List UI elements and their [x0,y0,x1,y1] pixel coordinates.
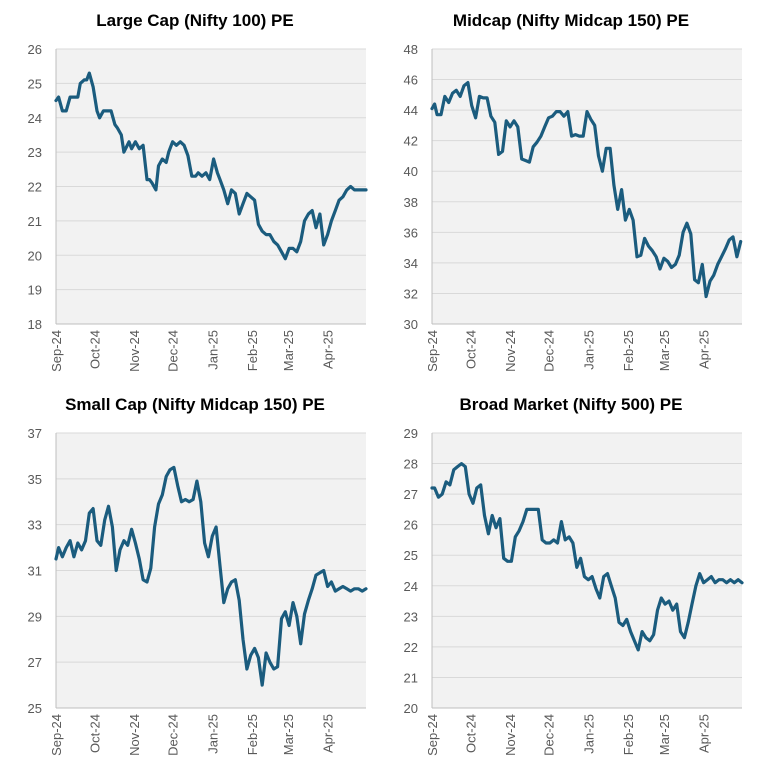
x-tick-label: Nov-24 [127,714,142,756]
plot-area-midcap [432,49,742,324]
y-tick-label: 36 [404,225,418,240]
y-tick-label: 27 [28,655,42,670]
x-tick-label: Feb-25 [621,330,636,371]
y-tick-label: 44 [404,103,418,118]
x-tick-label: Mar-25 [657,330,672,371]
chart-title-midcap: Midcap (Nifty Midcap 150) PE [453,11,689,30]
y-tick-label: 25 [404,548,418,563]
y-tick-label: 20 [404,701,418,716]
x-tick-label: Nov-24 [503,714,518,756]
chart-title-broad-market: Broad Market (Nifty 500) PE [460,395,683,414]
y-tick-label: 37 [28,426,42,441]
x-tick-label: Apr-25 [697,330,712,369]
y-tick-label: 38 [404,195,418,210]
x-tick-label: Sep-24 [49,330,64,372]
x-tick-label: Jan-25 [581,330,596,370]
y-tick-label: 27 [404,487,418,502]
y-tick-label: 26 [28,42,42,57]
x-tick-label: Feb-25 [245,714,260,755]
y-tick-label: 29 [28,609,42,624]
y-tick-label: 24 [404,579,418,594]
x-tick-label: Nov-24 [127,330,142,372]
x-tick-label: Dec-24 [166,330,181,372]
y-tick-label: 35 [28,472,42,487]
y-tick-label: 18 [28,317,42,332]
y-tick-label: 19 [28,283,42,298]
y-tick-label: 32 [404,286,418,301]
y-tick-label: 40 [404,164,418,179]
x-tick-label: Oct-24 [463,330,478,369]
y-tick-label: 25 [28,701,42,716]
y-tick-label: 21 [28,214,42,229]
x-tick-label: Dec-24 [166,714,181,756]
y-tick-label: 22 [28,180,42,195]
y-tick-label: 21 [404,670,418,685]
x-tick-label: Jan-25 [205,714,220,754]
x-tick-label: Sep-24 [425,330,440,372]
x-tick-label: Mar-25 [281,330,296,371]
x-tick-label: Jan-25 [205,330,220,370]
x-tick-label: Oct-24 [463,714,478,753]
x-tick-label: Sep-24 [425,714,440,756]
y-tick-label: 48 [404,42,418,57]
plot-area-broad-market [432,433,742,708]
x-tick-label: Apr-25 [321,714,336,753]
chart-panel-large-cap: Large Cap (Nifty 100) PE 18 19 20 21 22 23 24 2… [28,11,368,372]
pe-series-line-broad-market [430,462,744,652]
chart-panel-small-cap: Small Cap (Nifty Midcap 150) PE 25 27 29 31… [28,395,368,756]
y-tick-label: 23 [404,609,418,624]
y-tick-label: 28 [404,457,418,472]
x-tick-label: Oct-24 [87,330,102,369]
x-tick-label: Dec-24 [542,330,557,372]
x-tick-label: Jan-25 [581,714,596,754]
y-tick-label: 25 [28,76,42,91]
y-tick-label: 42 [404,134,418,149]
chart-panel-broad-market: Broad Market (Nifty 500) PE 20 21 22 23 24 25… [404,395,744,756]
x-tick-label: Feb-25 [245,330,260,371]
y-tick-label: 33 [28,518,42,533]
chart-title-large-cap: Large Cap (Nifty 100) PE [96,11,293,30]
pe-series-line-large-cap [54,71,368,261]
pe-series-line-small-cap [54,465,368,687]
x-tick-label: Dec-24 [542,714,557,756]
x-tick-label: Mar-25 [281,714,296,755]
y-tick-label: 24 [28,111,42,126]
chart-panel-midcap: Midcap (Nifty Midcap 150) PE 30 32 34 36 38 4… [404,11,743,372]
y-tick-label: 23 [28,145,42,160]
x-tick-label: Sep-24 [49,714,64,756]
y-tick-label: 31 [28,564,42,579]
y-tick-label: 30 [404,317,418,332]
y-tick-label: 26 [404,518,418,533]
x-tick-label: Mar-25 [657,714,672,755]
y-tick-label: 29 [404,426,418,441]
x-tick-label: Feb-25 [621,714,636,755]
x-tick-label: Apr-25 [697,714,712,753]
y-tick-label: 46 [404,73,418,88]
y-tick-label: 20 [28,248,42,263]
x-tick-label: Nov-24 [503,330,518,372]
y-tick-label: 34 [404,256,418,271]
pe-series-line-midcap [430,80,743,299]
x-tick-label: Oct-24 [87,714,102,753]
chart-title-small-cap: Small Cap (Nifty Midcap 150) PE [65,395,325,414]
x-tick-label: Apr-25 [321,330,336,369]
y-tick-label: 22 [404,640,418,655]
